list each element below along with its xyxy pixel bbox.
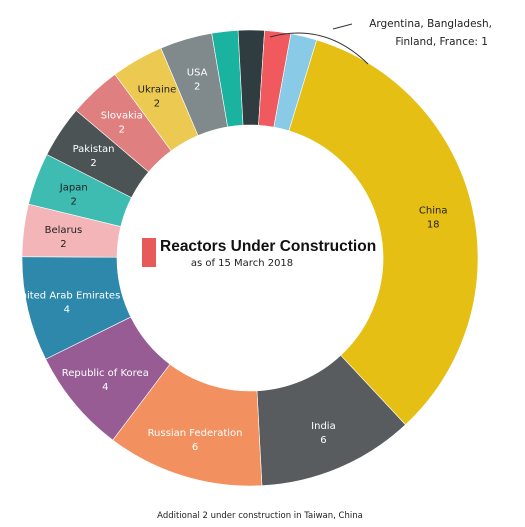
chart-title: Reactors Under Construction — [160, 238, 376, 255]
slice-label-united-arab-emirates: United Arab Emirates — [13, 290, 120, 301]
slice-label-china: China — [419, 206, 448, 217]
footnote: Additional 2 under construction in Taiwa… — [157, 511, 363, 521]
slice-value-republic-of-korea: 4 — [102, 382, 108, 393]
slice-label-usa: USA — [187, 68, 208, 79]
slice-value-india: 6 — [320, 435, 326, 446]
slice-label-india: India — [311, 421, 336, 432]
callout-line-1: Argentina, Bangladesh, — [369, 18, 492, 30]
slice-value-slovakia: 2 — [119, 125, 125, 136]
slice-label-russian-federation: Russian Federation — [148, 428, 243, 439]
slice-china — [288, 39, 479, 426]
slice-value-china: 18 — [427, 220, 440, 231]
slice-labels: China 18 India 6 Russian Federation 6 Republic… — [13, 68, 447, 453]
slice-france — [273, 33, 318, 132]
slice-label-republic-of-korea: Republic of Korea — [62, 368, 149, 379]
callout-line-2: Finland, France: 1 — [395, 36, 488, 48]
slice-label-japan: Japan — [59, 183, 88, 194]
slice-label-ukraine: Ukraine — [138, 85, 177, 96]
title-accent-bar — [142, 238, 156, 267]
slice-value-japan: 2 — [71, 197, 77, 208]
slice-value-belarus: 2 — [60, 239, 66, 250]
callout-bracket — [269, 23, 369, 65]
slice-label-pakistan: Pakistan — [73, 144, 115, 155]
slice-value-united-arab-emirates: 4 — [64, 304, 70, 315]
chart-subtitle: as of 15 March 2018 — [191, 258, 293, 269]
slice-value-usa: 2 — [194, 82, 200, 93]
slice-value-russian-federation: 6 — [192, 442, 198, 453]
donut-slices — [21, 29, 479, 487]
slice-label-belarus: Belarus — [45, 225, 83, 236]
slice-label-slovakia: Slovakia — [101, 111, 143, 122]
slice-value-ukraine: 2 — [154, 99, 160, 110]
slice-value-pakistan: 2 — [90, 158, 96, 169]
